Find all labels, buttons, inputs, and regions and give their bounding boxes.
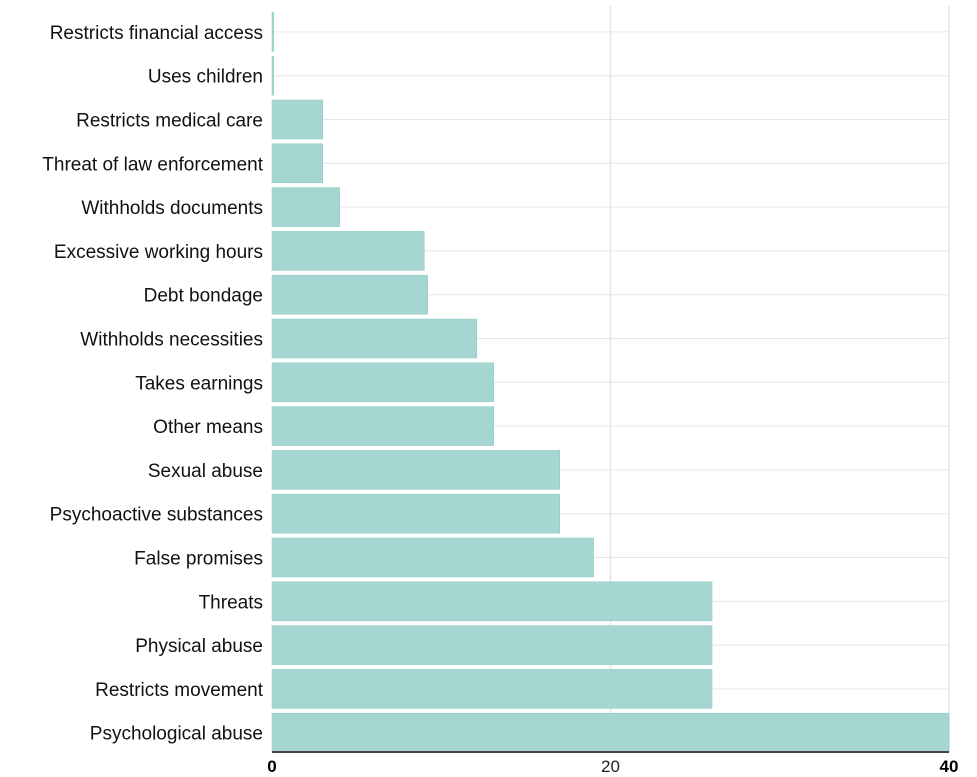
category-label: Psychoactive substances xyxy=(50,505,263,526)
category-label: Restricts financial access xyxy=(50,23,263,44)
bar xyxy=(271,581,713,622)
bar xyxy=(271,143,324,184)
category-label: Withholds necessities xyxy=(80,330,263,351)
bar xyxy=(271,712,950,753)
bar xyxy=(271,12,274,52)
category-label: False promises xyxy=(134,549,263,570)
category-label: Uses children xyxy=(148,67,263,88)
bar xyxy=(271,318,478,359)
category-label: Threat of law enforcement xyxy=(42,154,263,175)
category-label: Other means xyxy=(153,417,263,438)
bar xyxy=(271,55,274,96)
category-labels: Restricts financial access Uses children R… xyxy=(42,23,263,745)
bar xyxy=(271,625,713,665)
category-label: Restricts movement xyxy=(95,680,264,701)
bar xyxy=(271,362,494,403)
bar xyxy=(271,99,324,140)
bar xyxy=(271,493,560,534)
x-tick-label: 0 xyxy=(267,757,276,776)
bar xyxy=(271,231,425,271)
bar xyxy=(271,187,340,227)
bar xyxy=(271,274,428,315)
bar xyxy=(271,406,494,446)
category-label: Physical abuse xyxy=(135,636,263,657)
category-label: Takes earnings xyxy=(135,373,263,394)
bars-layer xyxy=(271,12,950,753)
bar xyxy=(271,450,560,490)
bar xyxy=(271,669,713,709)
category-label: Excessive working hours xyxy=(54,242,263,263)
category-label: Sexual abuse xyxy=(148,461,263,482)
category-label: Psychological abuse xyxy=(90,724,263,745)
category-label: Restricts medical care xyxy=(76,111,263,132)
category-label: Debt bondage xyxy=(144,286,263,307)
category-label: Withholds documents xyxy=(81,198,263,219)
x-tick-label: 20 xyxy=(601,757,620,776)
x-tick-label: 40 xyxy=(940,757,959,776)
category-label: Threats xyxy=(199,592,263,613)
x-axis: 0 20 40 xyxy=(267,751,959,776)
bar xyxy=(271,537,594,578)
